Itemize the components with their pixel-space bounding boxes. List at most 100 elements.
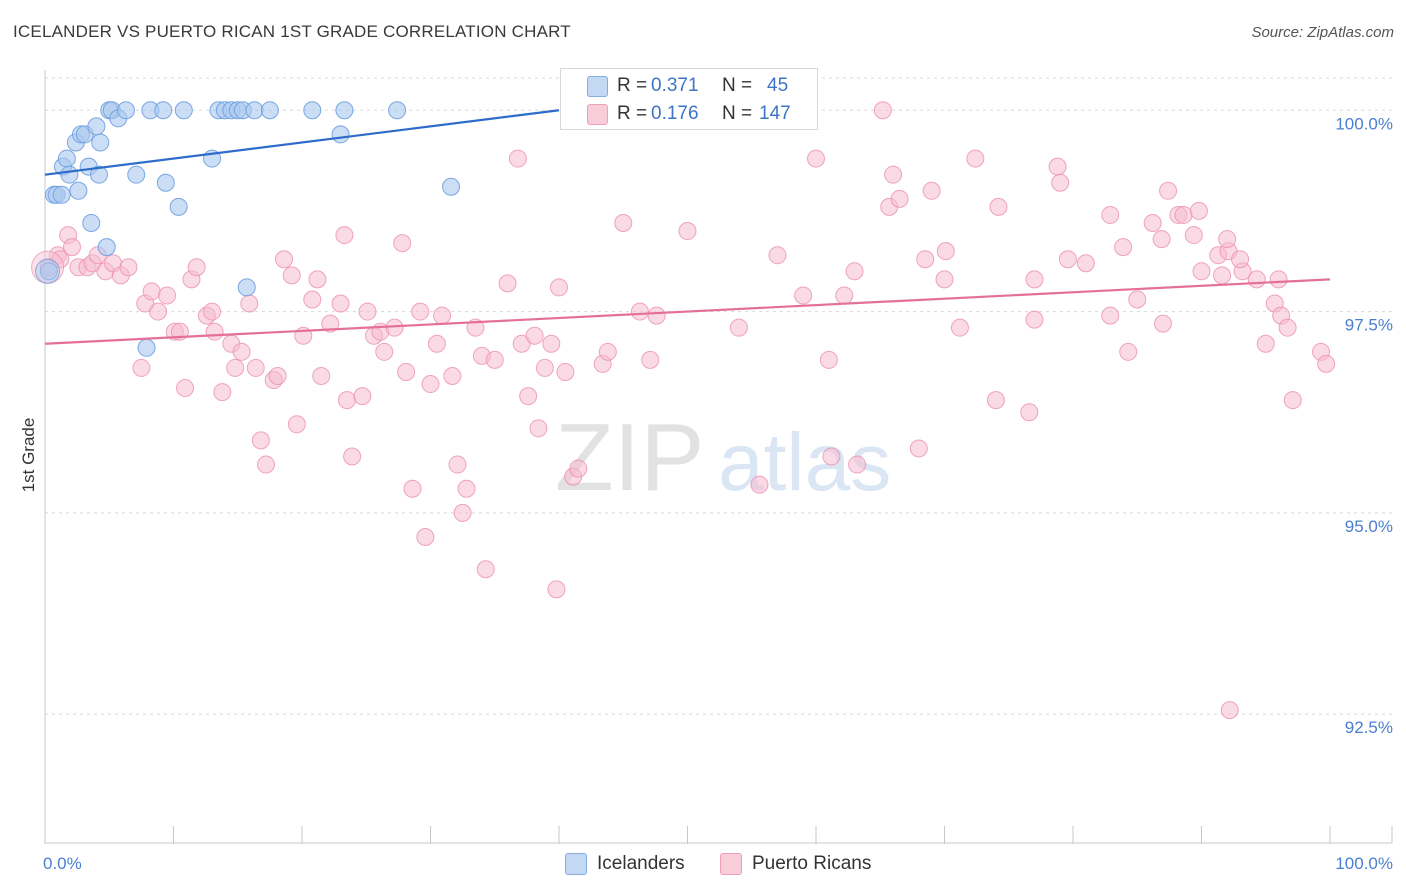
data-point-icelanders (169, 197, 188, 216)
data-point-puerto-ricans (1278, 318, 1297, 337)
data-point-puerto-ricans (132, 358, 151, 377)
source-label: Source: ZipAtlas.com (1251, 24, 1394, 41)
stats-legend: R = 0.371 N = 45 R = 0.176 N = 147 (560, 68, 818, 130)
watermark: ZIP atlas (555, 404, 891, 511)
data-point-puerto-ricans (989, 197, 1008, 216)
data-point-icelanders (156, 173, 175, 192)
data-point-puerto-ricans (1153, 314, 1172, 333)
data-point-puerto-ricans (547, 580, 566, 599)
data-point-puerto-ricans (275, 250, 294, 269)
data-point-puerto-ricans (1231, 250, 1250, 269)
data-point-puerto-ricans (375, 342, 394, 361)
data-point-puerto-ricans (1269, 270, 1288, 289)
data-point-puerto-ricans (321, 314, 340, 333)
data-point-puerto-ricans (268, 366, 287, 385)
data-point-puerto-ricans (1247, 270, 1266, 289)
data-point-icelanders (154, 101, 173, 120)
data-point-icelanders (57, 149, 76, 168)
legend-n-value: 147 (759, 103, 791, 124)
data-point-puerto-ricans (312, 366, 331, 385)
data-point-icelanders (335, 101, 354, 120)
data-point-puerto-ricans (1213, 266, 1232, 285)
data-point-puerto-ricans (1317, 354, 1336, 373)
data-point-puerto-ricans (1128, 290, 1147, 309)
data-point-puerto-ricans (303, 290, 322, 309)
data-point-puerto-ricans (1101, 306, 1120, 325)
data-point-puerto-ricans (1283, 391, 1302, 410)
data-point-puerto-ricans (176, 379, 195, 398)
data-point-puerto-ricans (1143, 213, 1162, 232)
data-point-puerto-ricans (232, 342, 251, 361)
data-point-puerto-ricans (525, 326, 544, 345)
data-point-puerto-ricans (187, 258, 206, 277)
data-point-puerto-ricans (385, 318, 404, 337)
data-point-puerto-ricans (1025, 310, 1044, 329)
data-point-icelanders (260, 101, 279, 120)
data-point-puerto-ricans (205, 322, 224, 341)
x-tick-label: 0.0% (43, 854, 82, 873)
data-point-icelanders (331, 125, 350, 144)
data-point-puerto-ricans (353, 387, 372, 406)
data-point-puerto-ricans (529, 419, 548, 438)
bottom-swatch-pink (720, 853, 742, 875)
data-point-puerto-ricans (1058, 250, 1077, 269)
data-point-puerto-ricans (614, 213, 633, 232)
data-point-puerto-ricans (1174, 205, 1193, 224)
y-axis-title: 1st Grade (19, 418, 38, 493)
data-point-puerto-ricans (337, 391, 356, 410)
data-point-puerto-ricans (1114, 238, 1133, 257)
trend-line-icelanders (44, 109, 560, 176)
data-point-icelanders-cluster (35, 258, 61, 284)
data-point-puerto-ricans (922, 181, 941, 200)
data-point-puerto-ricans (569, 459, 588, 478)
data-point-puerto-ricans (62, 238, 81, 257)
data-point-puerto-ricans (556, 362, 575, 381)
data-point-puerto-ricans (641, 350, 660, 369)
y-tick-label: 92.5% (1345, 718, 1393, 737)
chart-title: ICELANDER VS PUERTO RICAN 1ST GRADE CORR… (13, 22, 571, 41)
data-point-puerto-ricans (845, 262, 864, 281)
bottom-swatch-blue (565, 853, 587, 875)
data-point-puerto-ricans (257, 455, 276, 474)
data-point-puerto-ricans (873, 101, 892, 120)
data-point-puerto-ricans (916, 250, 935, 269)
data-point-icelanders (39, 262, 58, 281)
data-point-puerto-ricans (335, 226, 354, 245)
data-point-puerto-ricans (950, 318, 969, 337)
data-point-puerto-ricans (884, 165, 903, 184)
data-point-puerto-ricans (966, 149, 985, 168)
data-point-puerto-ricans (1048, 157, 1067, 176)
legend-swatch-blue (587, 76, 608, 97)
data-point-puerto-ricans (421, 375, 440, 394)
data-point-puerto-ricans (819, 350, 838, 369)
data-point-puerto-ricans (203, 302, 222, 321)
data-point-puerto-ricans (403, 479, 422, 498)
data-point-puerto-ricans (287, 415, 306, 434)
data-point-puerto-ricans (519, 387, 538, 406)
data-point-icelanders (97, 238, 116, 257)
data-point-puerto-ricans (411, 302, 430, 321)
data-point-puerto-ricans (935, 270, 954, 289)
data-point-puerto-ricans (848, 455, 867, 474)
data-point-puerto-ricans (890, 189, 909, 208)
data-point-icelanders (303, 101, 322, 120)
data-point-puerto-ricans (393, 234, 412, 253)
legend-n-label: N = (722, 103, 753, 124)
data-point-puerto-ricans (729, 318, 748, 337)
data-point-puerto-ricans (343, 447, 362, 466)
data-point-icelanders (442, 177, 461, 196)
data-point-puerto-ricans (647, 306, 666, 325)
bottom-legend-puerto-ricans: Puerto Ricans (720, 851, 871, 877)
bottom-legend-icelanders: Icelanders (565, 851, 685, 877)
data-point-puerto-ricans (485, 350, 504, 369)
data-point-icelanders (91, 133, 110, 152)
data-point-puerto-ricans (1101, 205, 1120, 224)
data-point-puerto-ricans (909, 439, 928, 458)
data-point-puerto-ricans (158, 286, 177, 305)
data-point-icelanders (388, 101, 407, 120)
legend-n-label: N = (722, 75, 753, 96)
data-point-icelanders (52, 185, 71, 204)
data-point-puerto-ricans (835, 286, 854, 305)
data-point-puerto-ricans (535, 358, 554, 377)
